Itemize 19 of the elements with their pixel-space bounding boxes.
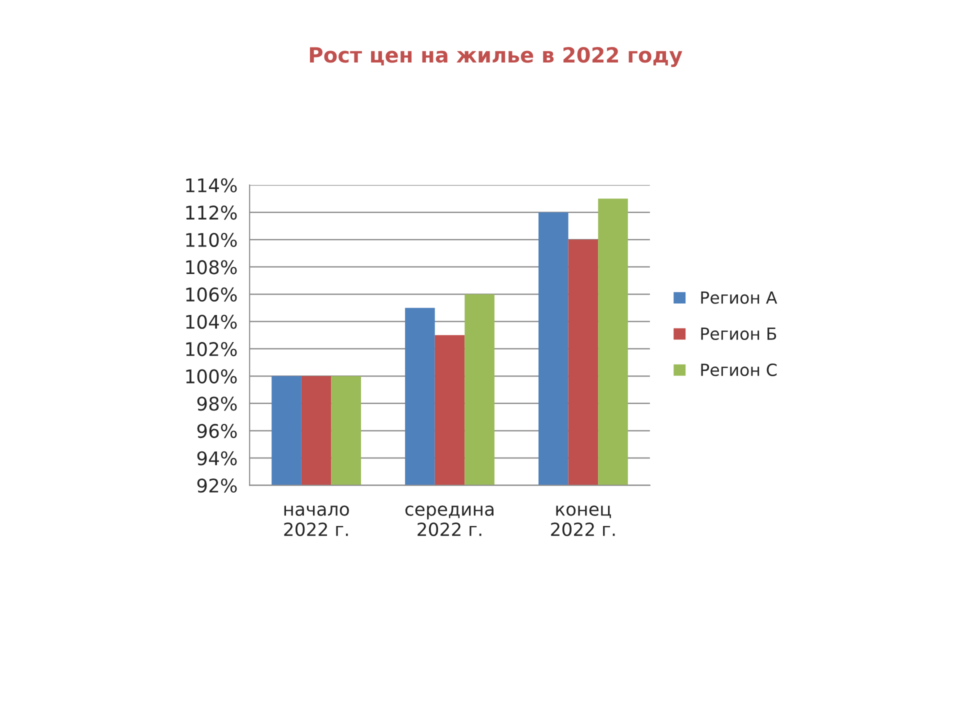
y-tick-label: 94%: [197, 451, 237, 466]
y-tick-label: 104%: [186, 314, 237, 329]
y-tick-label: 96%: [197, 424, 237, 438]
y-tick-label: 102%: [186, 342, 237, 356]
x-tick-label: начало 2022 г.: [284, 506, 349, 536]
chart-title: Рост цен на жилье в 2022 году: [310, 47, 682, 67]
y-tick-label: 110%: [186, 232, 237, 248]
legend-label: Регион Б: [701, 328, 776, 340]
y-tick-label: 112%: [186, 206, 237, 220]
y-tick-label: 114%: [186, 178, 237, 192]
y-tick-label: 100%: [186, 369, 237, 384]
y-tick-label: 92%: [197, 478, 237, 493]
x-tick-label: конец 2022 г.: [551, 506, 615, 536]
legend-label: Регион С: [701, 364, 777, 376]
legend-label: Регион А: [701, 291, 778, 304]
y-tick-label: 108%: [186, 260, 237, 274]
y-tick-label: 98%: [197, 396, 237, 411]
x-tick-label: середина 2022 г.: [405, 506, 494, 536]
y-tick-label: 106%: [186, 287, 237, 302]
